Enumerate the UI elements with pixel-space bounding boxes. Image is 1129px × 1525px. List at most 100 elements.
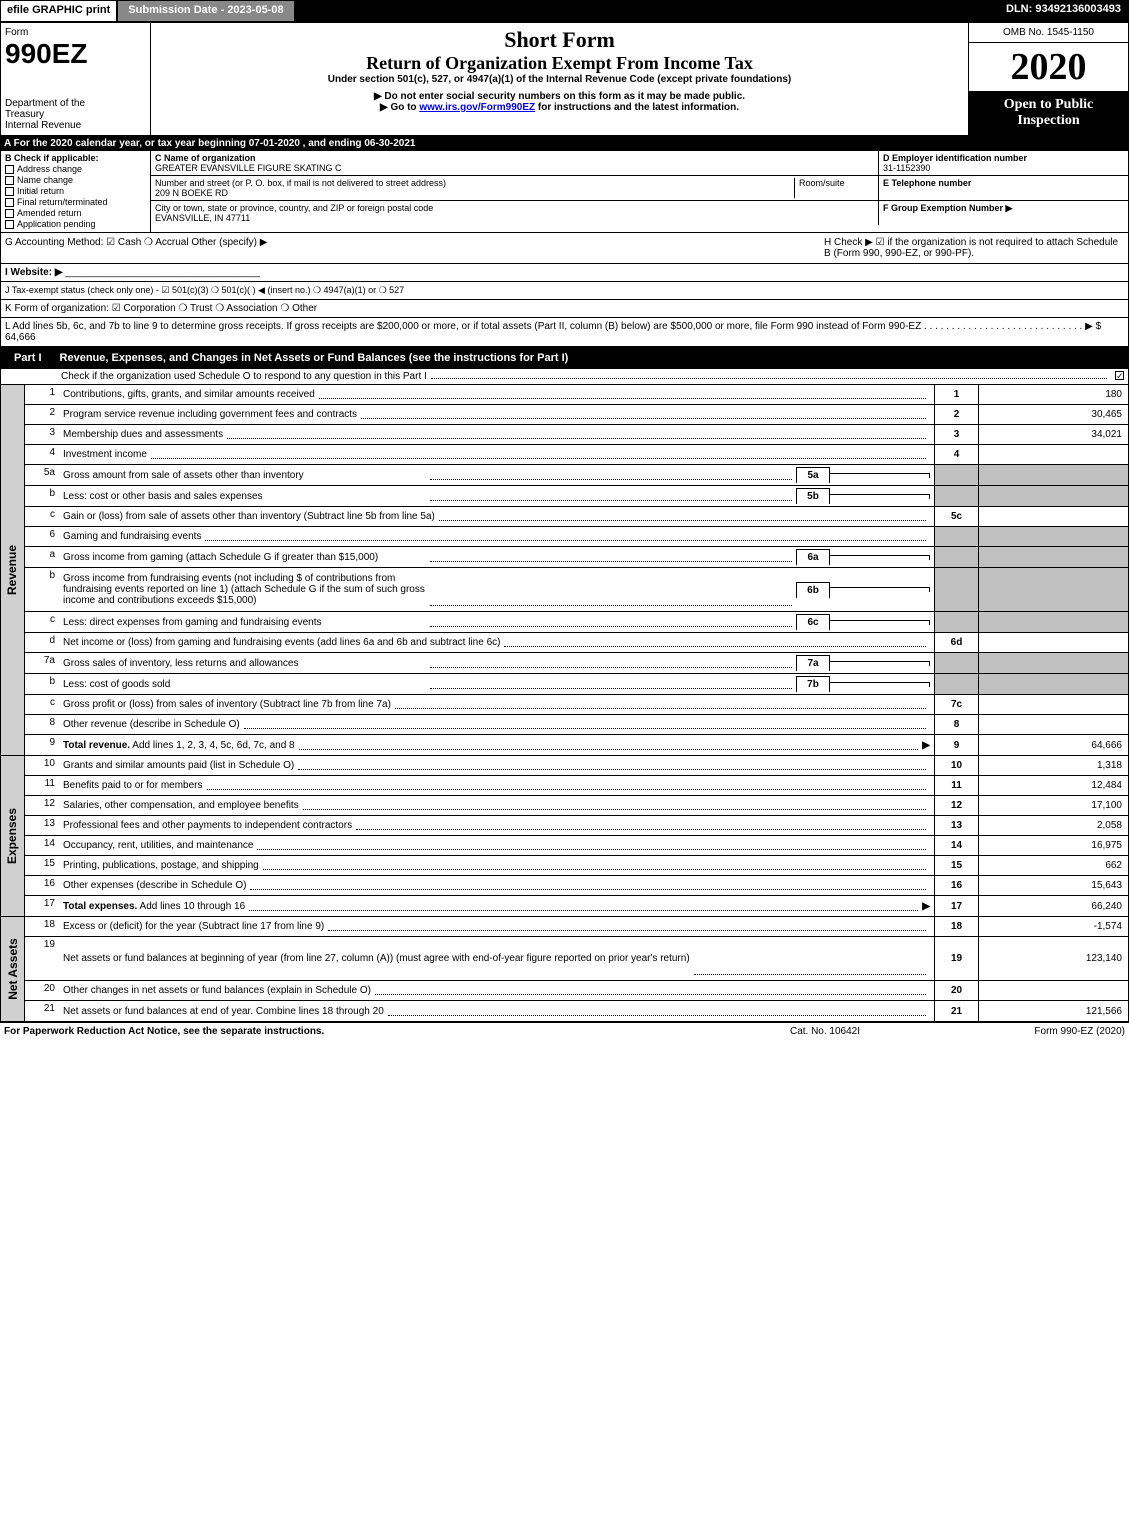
form-header: Form 990EZ Department of the Treasury In… [0,22,1129,136]
line-k-org-form: K Form of organization: ☑ Corporation ❍ … [0,300,1129,318]
spacer [295,0,998,22]
line-num: 15 [25,856,59,875]
line-desc: Other revenue (describe in Schedule O) [59,715,934,734]
line-desc: Net income or (loss) from gaming and fun… [59,633,934,652]
checkbox-final-return-terminated[interactable]: Final return/terminated [5,197,146,207]
room-suite: Room/suite [794,178,874,198]
schedule-o-checkbox[interactable] [1115,371,1124,380]
checkbox-name-change[interactable]: Name change [5,175,146,185]
footer-center: Cat. No. 10642I [725,1026,925,1037]
org-name: GREATER EVANSVILLE FIGURE SKATING C [155,163,342,173]
sub-num: 6a [796,549,830,565]
total-num [934,465,978,485]
total-num: 17 [934,896,978,916]
total-val [978,465,1128,485]
total-val: 12,484 [978,776,1128,795]
line-num: b [25,486,59,506]
checkbox-address-change[interactable]: Address change [5,164,146,174]
checkbox-amended-return[interactable]: Amended return [5,208,146,218]
line-14: 14Occupancy, rent, utilities, and mainte… [25,836,1128,856]
line-17: 17Total expenses. Add lines 10 through 1… [25,896,1128,916]
netassets-section: Net Assets 18Excess or (deficit) for the… [0,917,1129,1022]
total-val [978,981,1128,1000]
line-num: 8 [25,715,59,734]
line-desc: Gaming and fundraising events [59,527,934,546]
total-val [978,612,1128,632]
city-state-zip: EVANSVILLE, IN 47711 [155,213,250,223]
total-num: 12 [934,796,978,815]
form-number: 990EZ [5,38,146,70]
sub-num: 7a [796,655,830,671]
line-desc: Occupancy, rent, utilities, and maintena… [59,836,934,855]
cell-address: Number and street (or P. O. box, if mail… [151,176,878,200]
line-21: 21Net assets or fund balances at end of … [25,1001,1128,1021]
total-num: 15 [934,856,978,875]
ssn-notice: ▶ Do not enter social security numbers o… [155,91,964,102]
total-num [934,568,978,611]
total-num: 1 [934,385,978,404]
checkbox-application-pending[interactable]: Application pending [5,219,146,229]
total-num [934,527,978,546]
col-b-checkboxes: B Check if applicable: Address changeNam… [1,151,151,232]
line-desc: Total revenue. Add lines 1, 2, 3, 4, 5c,… [59,735,934,755]
line-num: 19 [25,937,59,980]
total-num: 21 [934,1001,978,1021]
line-7a: 7aGross sales of inventory, less returns… [25,653,1128,674]
line-desc: Less: cost of goods sold7b [59,674,934,694]
line-13: 13Professional fees and other payments t… [25,816,1128,836]
irs-link[interactable]: www.irs.gov/Form990EZ [419,102,535,113]
line-15: 15Printing, publications, postage, and s… [25,856,1128,876]
b-title: B Check if applicable: [5,153,146,163]
line-8: 8Other revenue (describe in Schedule O)8 [25,715,1128,735]
total-val: 15,643 [978,876,1128,895]
total-val: 662 [978,856,1128,875]
line-desc: Investment income [59,445,934,464]
total-val: 2,058 [978,816,1128,835]
total-val: 17,100 [978,796,1128,815]
line-h-check: H Check ▶ ☑ if the organization is not r… [824,237,1124,259]
total-num: 14 [934,836,978,855]
line-g-h: G Accounting Method: ☑ Cash ❍ Accrual Ot… [0,233,1129,264]
cell-e: E Telephone number [878,176,1128,200]
line-num: 14 [25,836,59,855]
sub-val [830,473,930,478]
line-desc: Membership dues and assessments [59,425,934,444]
sub-num: 6b [796,582,830,598]
total-val: -1,574 [978,917,1128,936]
line-19: 19Net assets or fund balances at beginni… [25,937,1128,981]
checkbox-initial-return[interactable]: Initial return [5,186,146,196]
line-i-website: I Website: ▶ ___________________________… [0,264,1129,282]
total-num: 19 [934,937,978,980]
line-desc: Excess or (deficit) for the year (Subtra… [59,917,934,936]
line-d: dNet income or (loss) from gaming and fu… [25,633,1128,653]
line-18: 18Excess or (deficit) for the year (Subt… [25,917,1128,937]
line-c: cLess: direct expenses from gaming and f… [25,612,1128,633]
line-9: 9Total revenue. Add lines 1, 2, 3, 4, 5c… [25,735,1128,755]
netassets-side-label: Net Assets [1,917,25,1021]
line-num: 10 [25,756,59,775]
efile-button[interactable]: efile GRAPHIC print [0,0,117,22]
line-11: 11Benefits paid to or for members1112,48… [25,776,1128,796]
line-c: cGain or (loss) from sale of assets othe… [25,507,1128,527]
return-title: Return of Organization Exempt From Incom… [155,53,964,74]
revenue-side-label: Revenue [1,385,25,755]
sub-num: 6c [796,614,830,630]
total-val [978,547,1128,567]
line-6: 6Gaming and fundraising events [25,527,1128,547]
total-val: 121,566 [978,1001,1128,1021]
total-num: 8 [934,715,978,734]
line-a: aGross income from gaming (attach Schedu… [25,547,1128,568]
line-num: 18 [25,917,59,936]
line-num: 7a [25,653,59,673]
omb-number: OMB No. 1545-1150 [969,23,1128,43]
tax-year: 2020 [969,43,1128,91]
cell-f: F Group Exemption Number ▶ [878,201,1128,225]
total-val [978,486,1128,506]
street-address: 209 N BOEKE RD [155,188,228,198]
sub-val [830,494,930,499]
total-val: 64,666 [978,735,1128,755]
accounting-method: G Accounting Method: ☑ Cash ❍ Accrual Ot… [5,237,824,259]
dln-label: DLN: 93492136003493 [998,0,1129,22]
total-val [978,527,1128,546]
arrow-icon: ▶ [922,901,930,912]
